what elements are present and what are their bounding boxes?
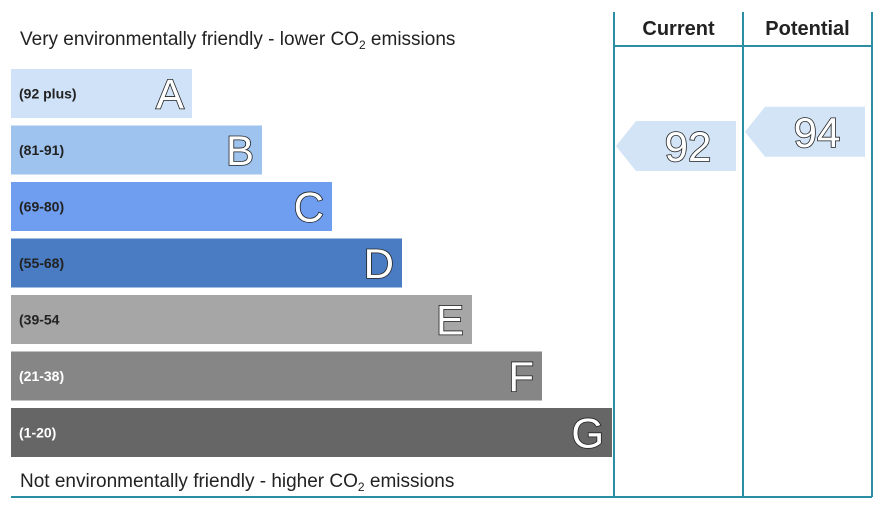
- band-c-bar: [11, 182, 332, 231]
- band-g-letter: G: [571, 410, 604, 457]
- band-a-letter: A: [156, 71, 184, 118]
- band-a-range: (92 plus): [19, 86, 77, 102]
- band-f-range: (21-38): [19, 368, 64, 384]
- band-c-range: (69-80): [19, 199, 64, 215]
- band-d-range: (55-68): [19, 255, 64, 271]
- band-a-bar: [11, 69, 192, 118]
- band-b-bar: [11, 125, 262, 175]
- band-b-letter: B: [226, 127, 254, 174]
- top-description: Very environmentally friendly - lower CO…: [20, 29, 456, 52]
- current-column-header: Current: [642, 18, 715, 40]
- band-g-bar: [11, 408, 612, 457]
- pointer-layer: 92 94: [616, 106, 865, 171]
- band-e-bar: [11, 295, 472, 344]
- band-e-letter: E: [436, 297, 464, 344]
- band-g-range: (1-20): [19, 425, 56, 441]
- band-f-letter: F: [508, 353, 534, 400]
- band-d-bar: [11, 238, 402, 288]
- band-c-letter: C: [294, 184, 324, 231]
- potential-rating-pointer: [745, 106, 865, 157]
- current-rating-value: 92: [665, 123, 712, 170]
- band-d-letter: D: [364, 240, 394, 287]
- band-e-range: (39-54: [19, 312, 60, 328]
- potential-column-header: Potential: [765, 18, 850, 40]
- band-b-range: (81-91): [19, 142, 64, 158]
- current-rating-pointer: [616, 121, 736, 171]
- band-f-bar: [11, 351, 542, 401]
- frame-layer: [11, 12, 873, 498]
- bands-layer: (92 plus) A (81-91) B (69-80) C (55-68) D (39-54…: [11, 69, 612, 457]
- potential-rating-value: 94: [794, 109, 841, 156]
- bottom-description: Not environmentally friendly - higher CO…: [20, 471, 455, 494]
